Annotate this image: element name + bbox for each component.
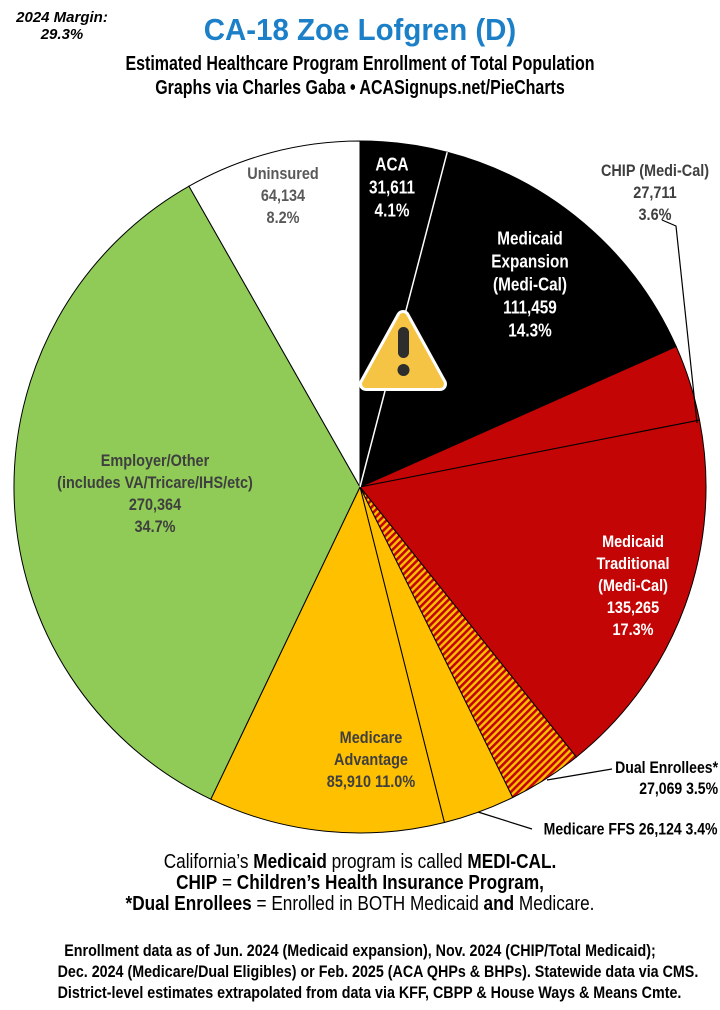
note-line: *Dual Enrollees = Enrolled in BOTH Medic… bbox=[125, 893, 595, 915]
pie-slice-medicaid-expansion bbox=[359, 151, 677, 488]
label-line: Advantage bbox=[334, 750, 408, 769]
note-line: California’s Medicaid program is called … bbox=[163, 851, 557, 873]
warning-icon bbox=[359, 310, 447, 391]
pie-slice-medicaid-traditional bbox=[359, 419, 707, 758]
label-chip: CHIP (Medi-Cal) 27,711 3.6% bbox=[601, 160, 709, 226]
label-line: 4.1% bbox=[374, 200, 410, 221]
label-medicare-ffs: Medicare FFS 26,124 3.4% bbox=[544, 820, 718, 841]
dual-enrollees-leader-line bbox=[546, 768, 613, 781]
label-line: 135,265 bbox=[606, 598, 660, 617]
label-line: Expansion bbox=[491, 251, 569, 272]
label-line: CHIP (Medi-Cal) bbox=[600, 161, 710, 180]
label-line: 64,134 bbox=[260, 186, 306, 205]
label-line: Medicare FFS 26,124 3.4% bbox=[544, 820, 718, 839]
label-uninsured: Uninsured 64,134 8.2% bbox=[247, 163, 318, 229]
label-line: 27,069 3.5% bbox=[639, 780, 718, 798]
label-line: Dual Enrollees* bbox=[615, 759, 718, 777]
footnote-line: Dec. 2024 (Medicare/Dual Eligibles) or F… bbox=[57, 962, 699, 981]
label-line: 14.3% bbox=[508, 320, 552, 341]
margin-note-label: 2024 Margin: bbox=[16, 9, 108, 26]
label-line: 270,364 bbox=[128, 495, 182, 514]
label-line: Medicare bbox=[339, 728, 403, 747]
footnote-line: Enrollment data as of Jun. 2024 (Medicai… bbox=[64, 941, 656, 960]
label-line: 27,711 bbox=[633, 183, 677, 202]
label-line: 85,910 11.0% bbox=[326, 772, 416, 791]
label-line: 3.6% bbox=[638, 205, 672, 224]
label-medicare-advantage: Medicare Advantage 85,910 11.0% bbox=[327, 727, 415, 793]
credit-line: Graphs via Charles Gaba • ACASignups.net… bbox=[155, 77, 565, 99]
chart-subtitle: Estimated Healthcare Program Enrollment … bbox=[125, 53, 595, 75]
label-line: Medicaid bbox=[497, 228, 563, 249]
label-line: Employer/Other bbox=[100, 451, 210, 470]
label-medicaid-traditional: Medicaid Traditional (Medi-Cal) 135,265 … bbox=[596, 531, 669, 641]
medicare-ffs-leader-line bbox=[477, 811, 533, 830]
label-line: (includes VA/Tricare/IHS/etc) bbox=[57, 473, 253, 492]
label-line: (Medi-Cal) bbox=[598, 576, 668, 595]
footnote-block: Enrollment data as of Jun. 2024 (Medicai… bbox=[57, 940, 699, 1003]
label-medicaid-expansion: Medicaid Expansion (Medi-Cal) 111,459 14… bbox=[491, 228, 568, 343]
label-line: Medicaid bbox=[602, 532, 664, 551]
label-line: 111,459 bbox=[503, 297, 557, 318]
pie-slice-uninsured bbox=[188, 140, 361, 489]
page-title: CA-18 Zoe Lofgren (D) bbox=[203, 12, 517, 47]
label-line: 31,611 bbox=[369, 177, 415, 198]
label-dual-enrollees: Dual Enrollees* 27,069 3.5% bbox=[615, 758, 718, 800]
label-line: Traditional bbox=[596, 554, 670, 573]
label-line: 34.7% bbox=[134, 517, 176, 536]
label-line: 8.2% bbox=[266, 208, 300, 227]
notes-block: California’s Medicaid program is called … bbox=[50, 852, 669, 915]
label-line: Uninsured bbox=[247, 164, 319, 183]
note-line: CHIP = Children’s Health Insurance Progr… bbox=[176, 872, 544, 894]
label-line: ACA bbox=[375, 154, 409, 175]
label-aca: ACA 31,611 4.1% bbox=[369, 154, 415, 223]
label-line: (Medi-Cal) bbox=[493, 274, 567, 295]
chip-leader-line bbox=[661, 219, 698, 424]
pie-slice-medicare-advantage bbox=[210, 485, 446, 834]
footnote-line: District-level estimates extrapolated fr… bbox=[57, 983, 682, 1002]
label-employer-other: Employer/Other (includes VA/Tricare/IHS/… bbox=[57, 450, 253, 538]
label-line: 17.3% bbox=[612, 620, 654, 639]
pie-slice-employer-other bbox=[13, 185, 361, 800]
margin-note-value: 29.3% bbox=[40, 26, 84, 43]
margin-note: 2024 Margin: 29.3% bbox=[4, 9, 120, 43]
